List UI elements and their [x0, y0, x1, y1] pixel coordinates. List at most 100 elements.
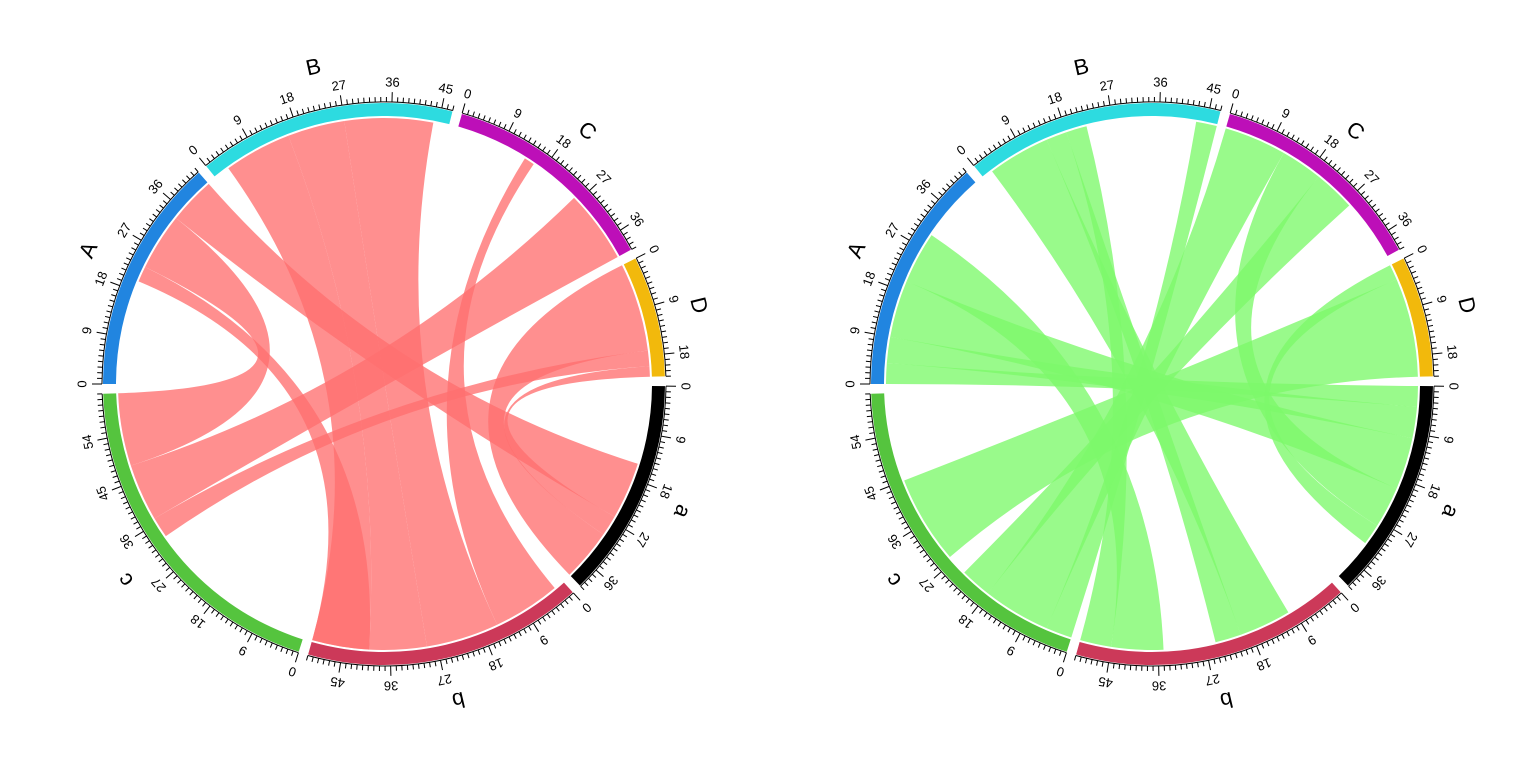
tick-A-16: [111, 294, 117, 297]
tick-b-4: [555, 606, 560, 612]
tick-a-7: [662, 424, 669, 427]
tick-c-32: [919, 549, 925, 554]
tick-c-15: [220, 615, 224, 621]
tick-C-30: [1368, 199, 1373, 204]
tick-a-11: [1426, 446, 1432, 449]
tick-a-20: [1411, 494, 1417, 498]
tick-D-4: [645, 276, 651, 279]
tick-a-37: [591, 573, 597, 578]
tick-b-12: [518, 631, 522, 637]
tick-B-20: [301, 108, 305, 114]
sector-band-B: [974, 103, 1221, 177]
tick-b-14: [1276, 636, 1280, 642]
tick-c-33: [916, 544, 921, 549]
tick-b-6: [546, 613, 551, 619]
sector-label-c: c: [880, 568, 907, 592]
tick-label-C-36: 36: [627, 209, 647, 229]
tick-label-a-9: 9: [1441, 435, 1457, 445]
tick-D-12: [658, 319, 664, 322]
link-B-b-3: [228, 135, 372, 650]
tick-D-8: [1420, 297, 1426, 300]
tick-A-40: [950, 179, 955, 184]
tick-C-6: [1261, 119, 1265, 125]
tick-B-13: [1032, 122, 1036, 128]
tick-b-46: [333, 661, 336, 667]
tick-c-2: [285, 648, 289, 654]
tick-a-29: [1387, 538, 1393, 543]
tick-B-28: [1114, 99, 1116, 105]
sector-band-a: [1338, 386, 1433, 586]
tick-B-15: [275, 118, 278, 124]
tick-label-c-36: 36: [884, 532, 904, 552]
tick-B-13: [264, 122, 268, 128]
tick-a-13: [1424, 457, 1430, 460]
tick-D-8: [652, 297, 658, 300]
tick-B-7: [1002, 138, 1007, 144]
tick-B-8: [1007, 135, 1011, 141]
tick-C-19: [555, 156, 560, 162]
sector-band-A: [871, 172, 976, 384]
tick-B-18: [289, 107, 294, 118]
tick-C-26: [1353, 182, 1358, 188]
tick-c-48: [878, 470, 884, 473]
tick-A-28: [139, 232, 145, 236]
sector-band-c: [871, 393, 1071, 652]
tick-b-19: [1250, 647, 1254, 653]
tick-C-29: [596, 195, 601, 200]
sector-A: 0 9 18 27 36 A: [842, 167, 976, 388]
tick-B-4: [220, 147, 224, 153]
tick-B-16: [280, 116, 284, 122]
tick-B-25: [1097, 102, 1100, 108]
tick-a-10: [1427, 441, 1434, 444]
tick-A-30: [145, 222, 151, 227]
tick-C-14: [532, 140, 537, 146]
tick-b-51: [306, 655, 309, 661]
tick-B-23: [1086, 104, 1089, 110]
tick-C-24: [1345, 174, 1350, 180]
tick-c-13: [229, 621, 234, 627]
tick-D-3: [643, 270, 649, 274]
tick-A-8: [100, 338, 106, 341]
tick-a-16: [651, 473, 657, 476]
tick-c-56: [100, 426, 106, 429]
tick-c-45: [111, 485, 122, 491]
tick-label-a-36: 36: [1369, 573, 1390, 594]
tick-c-6: [1032, 640, 1036, 646]
tick-label-b-18: 18: [487, 655, 506, 674]
tick-b-49: [317, 658, 320, 664]
tick-a-37: [1359, 573, 1365, 578]
tick-b-3: [560, 603, 565, 609]
tick-C-24: [577, 174, 582, 180]
tick-c-57: [867, 421, 873, 423]
tick-a-27: [625, 529, 635, 536]
tick-C-11: [518, 131, 522, 137]
tick-A-40: [182, 179, 187, 184]
tick-label-A-36: 36: [913, 176, 934, 197]
sector-label-c: c: [112, 568, 139, 592]
tick-c-53: [871, 443, 877, 446]
tick-c-51: [105, 454, 112, 457]
sector-label-A: A: [74, 238, 103, 262]
tick-c-7: [1027, 638, 1031, 644]
tick-b-47: [328, 660, 331, 666]
tick-C-4: [1250, 115, 1254, 121]
tick-B-28: [346, 99, 348, 105]
tick-B-5: [224, 144, 229, 150]
tick-C-31: [603, 204, 609, 208]
tick-c-27: [933, 571, 942, 579]
tick-A-30: [913, 222, 919, 227]
tick-a-27: [1393, 529, 1403, 536]
tick-b-30: [1191, 663, 1194, 669]
tick-A-34: [159, 204, 164, 209]
tick-A-15: [109, 299, 115, 302]
tick-c-15: [988, 615, 992, 621]
tick-D-7: [1419, 292, 1425, 295]
tick-a-34: [1370, 561, 1376, 566]
tick-label-b-0: 0: [579, 600, 594, 616]
tick-A-37: [938, 191, 943, 196]
tick-A-29: [142, 227, 148, 232]
tick-a-26: [1396, 524, 1401, 528]
tick-b-17: [493, 643, 497, 649]
